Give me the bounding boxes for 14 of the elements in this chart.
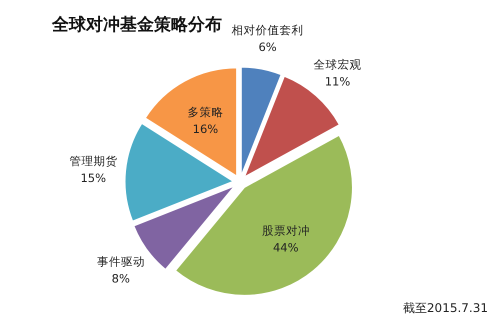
value-label: 8%: [112, 272, 130, 286]
value-label: 6%: [258, 40, 277, 54]
label: 事件驱动: [96, 254, 145, 269]
annotation: 截至2015.7.31: [402, 301, 488, 315]
label: 股票对冲: [262, 223, 310, 238]
label: 管理期货: [69, 154, 118, 168]
title: 全球对冲基金策略分布: [52, 15, 222, 35]
label: 相对价值套利: [232, 23, 304, 38]
value-label: 15%: [80, 171, 106, 186]
label: 多策略: [187, 105, 224, 120]
value-label: 44%: [272, 240, 299, 254]
value-label: 16%: [192, 122, 218, 136]
value-label: 11%: [324, 74, 350, 88]
label: 全球宏观: [313, 57, 362, 72]
